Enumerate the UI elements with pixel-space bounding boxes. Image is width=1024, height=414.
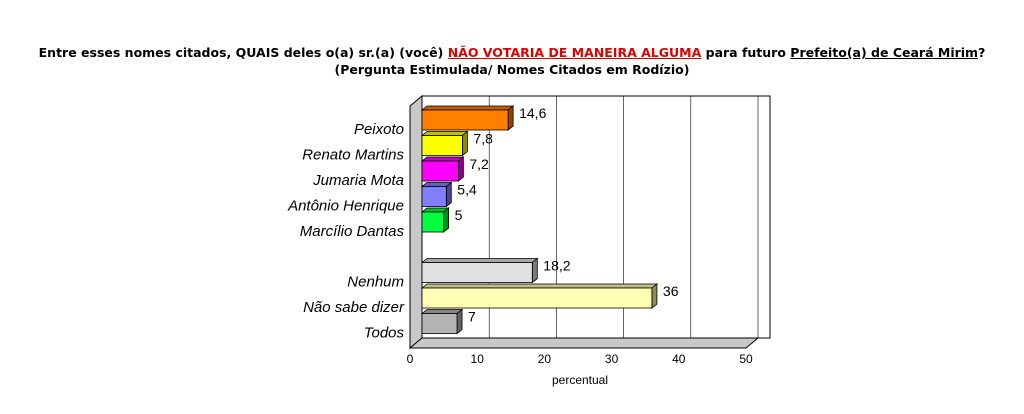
- title-part-2: para futuro: [701, 45, 791, 60]
- bar-end-face: [445, 181, 452, 208]
- x-axis-label: percentual: [552, 373, 608, 387]
- bar-front-face: [421, 186, 447, 207]
- data-label: 14,6: [519, 105, 546, 121]
- bar-5: 5: [420, 207, 463, 233]
- bar-end-face: [456, 308, 463, 335]
- data-label: 7,8: [473, 131, 493, 147]
- bar-top-face: [420, 258, 539, 263]
- title-part-1: Entre esses nomes citados, QUAIS deles o…: [38, 45, 448, 60]
- category-label: Não sabe dizer: [303, 299, 405, 316]
- chart-floor: [408, 337, 760, 349]
- title-underlined: Prefeito(a) de Ceará Mirim: [790, 45, 979, 60]
- category-label: Jumaria Mota: [312, 172, 404, 189]
- tick-label: 20: [538, 352, 552, 366]
- title-line-2: (Pergunta Estimulada/ Nomes Citados em R…: [334, 62, 690, 77]
- title-line-1: Entre esses nomes citados, QUAIS deles o…: [0, 44, 1024, 61]
- bar-front-face: [421, 135, 463, 156]
- bar-8: 7: [420, 308, 476, 335]
- bar-front-face: [421, 160, 459, 182]
- bar-end-face: [462, 130, 468, 157]
- bar-top-face: [420, 105, 515, 111]
- title-highlight: NÃO VOTARIA DE MANEIRA ALGUMA: [447, 45, 702, 60]
- data-label: 7: [468, 309, 476, 325]
- chart-title: Entre esses nomes citados, QUAIS deles o…: [0, 44, 1024, 78]
- tick-label: 30: [605, 352, 619, 366]
- data-label: 5,4: [457, 182, 477, 198]
- category-label: Peixoto: [354, 121, 404, 138]
- bar-front-face: [421, 287, 653, 309]
- category-label: Todos: [364, 325, 405, 342]
- bar-end-face: [651, 283, 658, 309]
- tick-label: 10: [471, 352, 485, 366]
- bar-end-face: [443, 207, 450, 233]
- bar-4: 5,4: [420, 181, 477, 208]
- bar-front-face: [421, 262, 533, 283]
- bar-top-face: [420, 283, 659, 289]
- bars: 14,6 7,8 7,2 5,4 5 18,2 36 7: [420, 105, 679, 335]
- data-label: 5: [455, 207, 463, 223]
- bar-front-face: [421, 109, 509, 131]
- bar-top-face: [420, 156, 465, 162]
- bar-7: 36: [420, 283, 679, 309]
- tick-label: 0: [407, 352, 414, 366]
- bar-front-face: [421, 313, 458, 334]
- title-part-3: ?: [978, 45, 986, 60]
- category-label: Nenhum: [347, 274, 404, 291]
- category-label: Renato Martins: [302, 147, 404, 164]
- bar-end-face: [531, 257, 538, 284]
- data-label: 36: [663, 283, 679, 299]
- category-label: Antônio Henrique: [287, 198, 404, 215]
- tick-label: 50: [739, 352, 753, 366]
- bar-end-face: [457, 156, 464, 182]
- data-label: 18,2: [543, 258, 570, 274]
- data-label: 7,2: [469, 156, 489, 172]
- bar-front-face: [421, 211, 445, 233]
- bar-top-face: [420, 309, 464, 314]
- bar-end-face: [507, 105, 514, 131]
- bar-top-face: [420, 131, 469, 136]
- bar-3: 7,2: [420, 156, 489, 182]
- tick-label: 40: [672, 352, 686, 366]
- bar-6: 18,2: [420, 257, 571, 284]
- category-label: Marcílio Dantas: [300, 223, 405, 240]
- bar-2: 7,8: [420, 130, 493, 157]
- x-axis-ticks: 0 10 20 30 40 50: [407, 352, 753, 366]
- bar-1: 14,6: [420, 105, 547, 131]
- chart-side-wall: [409, 94, 423, 350]
